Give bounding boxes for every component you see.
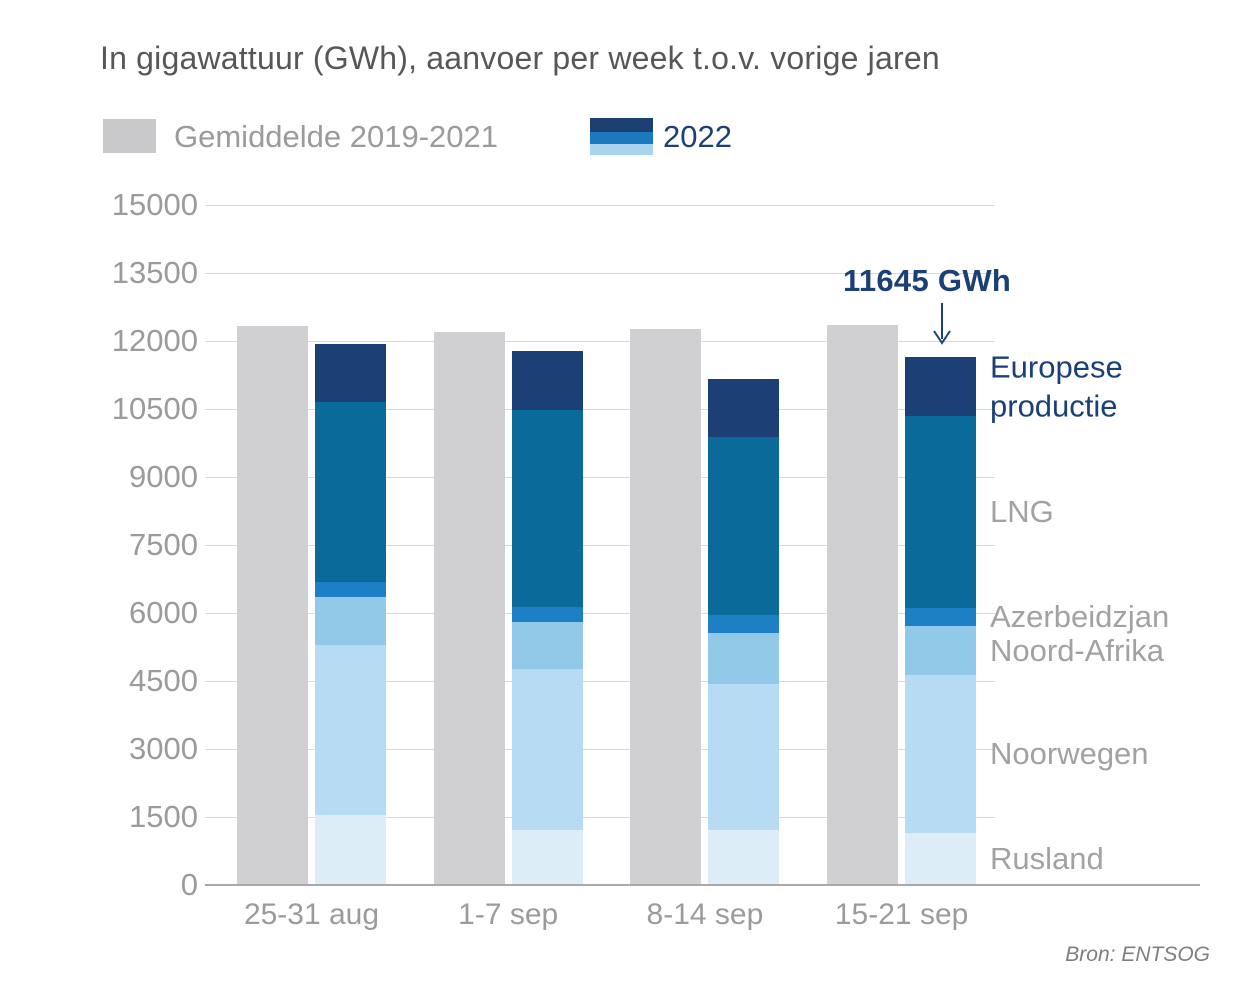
segment-label-noord-afrika: Noord-Afrika — [990, 632, 1164, 668]
segment-europese-productie-2 — [511, 350, 583, 410]
annotation-value: 11645 GWh — [843, 263, 1012, 298]
y-axis-tick-label: 0 — [180, 867, 198, 902]
gridline — [205, 409, 995, 410]
segment-noorwegen-3 — [708, 684, 780, 831]
segment-lng-2 — [511, 409, 583, 608]
gridline — [205, 817, 995, 818]
bar-average-3 — [630, 329, 702, 885]
legend-label-average: Gemiddelde 2019-2021 — [174, 119, 499, 154]
segment-label-europese-productie: Europese productie — [990, 349, 1123, 424]
legend-swatch-average — [103, 119, 156, 153]
segment-azerbeidzjan-3 — [708, 614, 780, 633]
bar-average-2 — [433, 331, 505, 885]
segment-lng-1 — [315, 402, 386, 582]
segment-lng-3 — [708, 437, 780, 615]
segment-label-noorwegen: Noorwegen — [990, 735, 1149, 771]
gridline — [205, 749, 995, 750]
x-axis-label: 8-14 sep — [646, 898, 764, 931]
y-axis-tick-label: 7500 — [129, 527, 198, 562]
legend-swatch-2022 — [590, 118, 653, 156]
y-axis-tick-label: 12000 — [111, 323, 198, 358]
segment-europese-productie-1 — [315, 344, 386, 403]
segment-azerbeidzjan-2 — [511, 607, 583, 623]
gridline — [205, 273, 995, 274]
legend-stripe-light — [590, 143, 653, 156]
y-axis-tick-label: 4500 — [129, 663, 198, 698]
y-axis-tick-label: 9000 — [129, 459, 198, 494]
y-axis-tick-label: 13500 — [111, 255, 198, 290]
gridline — [205, 613, 995, 614]
y-axis-tick-label: 6000 — [129, 595, 198, 630]
gridline — [205, 681, 995, 682]
gridline — [205, 205, 995, 206]
segment-rusland-4 — [905, 832, 977, 885]
segment-rusland-1 — [315, 815, 386, 885]
x-axis-label: 25-31 aug — [243, 898, 380, 931]
y-axis-tick-label: 3000 — [129, 731, 198, 766]
segment-label-lng: LNG — [990, 493, 1054, 529]
gridline — [205, 477, 995, 478]
segment-europese-productie-4 — [905, 357, 977, 417]
segment-label-azerbeidzjan: Azerbeidzjan — [990, 598, 1170, 634]
y-axis-tick-label: 1500 — [129, 799, 198, 834]
gridline — [205, 545, 995, 546]
legend-label-2022: 2022 — [663, 119, 732, 154]
y-axis-tick-label: 10500 — [111, 391, 198, 426]
x-axis-label: 15-21 sep — [834, 898, 969, 931]
segment-rusland-2 — [511, 830, 583, 885]
y-axis-tick-label: 15000 — [111, 187, 198, 222]
gridline — [205, 341, 995, 342]
annotation-arrow-icon — [933, 303, 951, 345]
legend-stripe-mid — [590, 132, 653, 144]
segment-azerbeidzjan-4 — [905, 608, 977, 627]
segment-europese-productie-3 — [708, 379, 780, 438]
segment-noord-afrika-4 — [905, 626, 977, 676]
segment-noorwegen-2 — [511, 669, 583, 831]
bar-average-4 — [827, 325, 899, 885]
segment-rusland-3 — [708, 830, 780, 885]
chart-title: In gigawattuur (GWh), aanvoer per week t… — [100, 40, 940, 76]
segment-noorwegen-1 — [315, 644, 386, 816]
bar-average-1 — [237, 326, 308, 885]
source-credit: Bron: ENTSOG — [1065, 943, 1210, 966]
segment-noord-afrika-3 — [708, 632, 780, 685]
segment-azerbeidzjan-1 — [315, 581, 386, 597]
legend-stripe-dark — [590, 118, 653, 133]
segment-noord-afrika-1 — [315, 596, 386, 645]
segment-lng-4 — [905, 416, 977, 608]
x-axis-line — [205, 884, 1200, 886]
segment-label-rusland: Rusland — [990, 840, 1104, 876]
x-axis-label: 1-7 sep — [458, 898, 559, 931]
segment-noord-afrika-2 — [511, 622, 583, 670]
segment-noorwegen-4 — [905, 675, 977, 833]
